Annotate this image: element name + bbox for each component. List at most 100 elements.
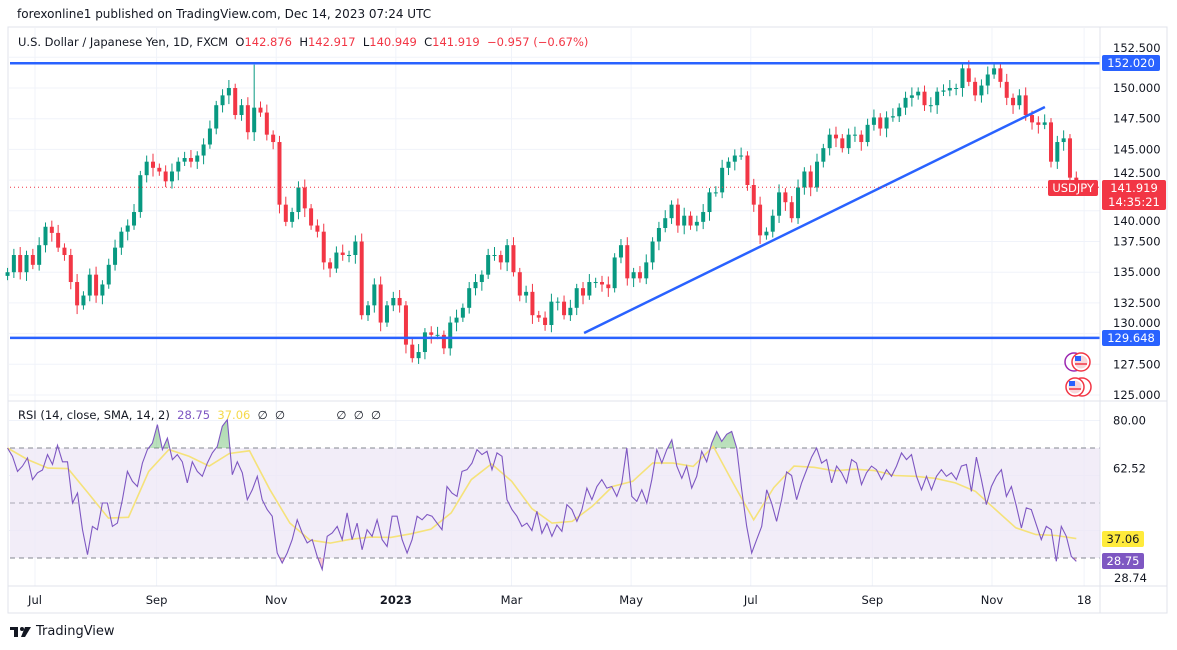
candle[interactable] [195, 151, 200, 169]
candle[interactable] [321, 223, 326, 270]
candle[interactable] [612, 253, 617, 293]
candle[interactable] [334, 246, 339, 273]
time-axis[interactable]: Jul Sep Nov 2023 Mar May Jul Sep Nov 18 [27, 593, 1091, 607]
candle[interactable] [188, 150, 193, 168]
candle[interactable] [998, 62, 1003, 88]
candle[interactable] [1055, 135, 1060, 169]
candle[interactable] [726, 157, 731, 176]
candle[interactable] [859, 130, 864, 151]
candle[interactable] [511, 237, 516, 277]
candle[interactable] [656, 221, 661, 251]
candle[interactable] [808, 165, 813, 197]
candle[interactable] [498, 250, 503, 270]
candle[interactable] [581, 282, 586, 305]
candle[interactable] [631, 267, 636, 288]
candle[interactable] [384, 301, 389, 327]
candle[interactable] [897, 103, 902, 123]
candle[interactable] [150, 153, 155, 177]
rsi-line[interactable] [7, 418, 1077, 572]
candle[interactable] [871, 109, 876, 131]
candle[interactable] [827, 128, 832, 156]
candle[interactable] [309, 204, 314, 230]
rsi-title[interactable]: RSI (14, close, SMA, 14, 2) [18, 408, 170, 422]
candle[interactable] [903, 91, 908, 115]
candle[interactable] [878, 113, 883, 136]
candle[interactable] [966, 60, 971, 87]
candle[interactable] [410, 338, 415, 363]
candle[interactable] [176, 157, 181, 181]
candle[interactable] [954, 83, 959, 96]
candle[interactable] [783, 188, 788, 211]
candle[interactable] [979, 79, 984, 103]
candle[interactable] [909, 87, 914, 107]
candle[interactable] [233, 83, 238, 120]
candle[interactable] [549, 293, 554, 333]
candle[interactable] [258, 101, 263, 117]
candle[interactable] [751, 178, 756, 212]
candle[interactable] [688, 211, 693, 230]
candle[interactable] [973, 77, 978, 102]
candle[interactable] [1036, 116, 1041, 134]
candle[interactable] [1048, 118, 1053, 168]
candle[interactable] [764, 227, 769, 240]
candle[interactable] [947, 80, 952, 97]
candle[interactable] [448, 316, 453, 356]
candle[interactable] [941, 84, 946, 96]
candles[interactable] [5, 60, 1079, 364]
candle[interactable] [732, 149, 737, 171]
candle[interactable] [11, 248, 16, 278]
candle[interactable] [599, 275, 604, 292]
candle[interactable] [441, 330, 446, 355]
candle[interactable] [606, 276, 611, 297]
candle[interactable] [517, 267, 522, 302]
candle[interactable] [543, 311, 548, 331]
candle[interactable] [49, 220, 54, 242]
candle[interactable] [1067, 134, 1072, 182]
rsi-legend[interactable]: RSI (14, close, SMA, 14, 2) 28.75 37.06 … [18, 408, 381, 422]
candle[interactable] [675, 198, 680, 233]
candle[interactable] [391, 291, 396, 312]
candle[interactable] [960, 62, 965, 97]
candle[interactable] [486, 248, 491, 279]
candle[interactable] [669, 200, 674, 224]
candle[interactable] [568, 299, 573, 321]
candle[interactable] [328, 258, 333, 278]
candle[interactable] [62, 243, 67, 261]
candle[interactable] [24, 250, 29, 281]
candle[interactable] [252, 64, 257, 141]
rsi-pane[interactable] [7, 418, 1077, 572]
candle[interactable] [479, 270, 484, 291]
candle[interactable] [840, 134, 845, 153]
candle[interactable] [530, 283, 535, 324]
candle[interactable] [1004, 73, 1009, 106]
candle[interactable] [720, 159, 725, 199]
candle[interactable] [815, 153, 820, 192]
candle[interactable] [429, 326, 434, 344]
candle[interactable] [372, 278, 377, 313]
candle[interactable] [524, 285, 529, 303]
candle[interactable] [492, 247, 497, 261]
candle[interactable] [1011, 93, 1016, 114]
candle[interactable] [220, 89, 225, 113]
price-axis[interactable]: 152.500 150.000 147.500 145.000 142.500 140.0… [1113, 41, 1161, 402]
candle[interactable] [214, 100, 219, 135]
rsi-sma-line[interactable] [7, 445, 1077, 544]
candle[interactable] [985, 66, 990, 95]
candle[interactable] [226, 80, 231, 105]
candle[interactable] [113, 239, 118, 271]
candle[interactable] [182, 151, 187, 166]
candle[interactable] [169, 163, 174, 189]
candle[interactable] [1061, 130, 1066, 151]
tradingview-logo[interactable]: TradingView [10, 624, 115, 639]
candle[interactable] [467, 282, 472, 314]
candle[interactable] [846, 128, 851, 154]
candle[interactable] [928, 97, 933, 113]
candle[interactable] [56, 224, 61, 252]
candle[interactable] [739, 147, 744, 160]
candle[interactable] [75, 274, 80, 315]
candle[interactable] [81, 291, 86, 310]
candle[interactable] [315, 219, 320, 238]
candle[interactable] [302, 179, 307, 218]
candle[interactable] [422, 328, 427, 360]
